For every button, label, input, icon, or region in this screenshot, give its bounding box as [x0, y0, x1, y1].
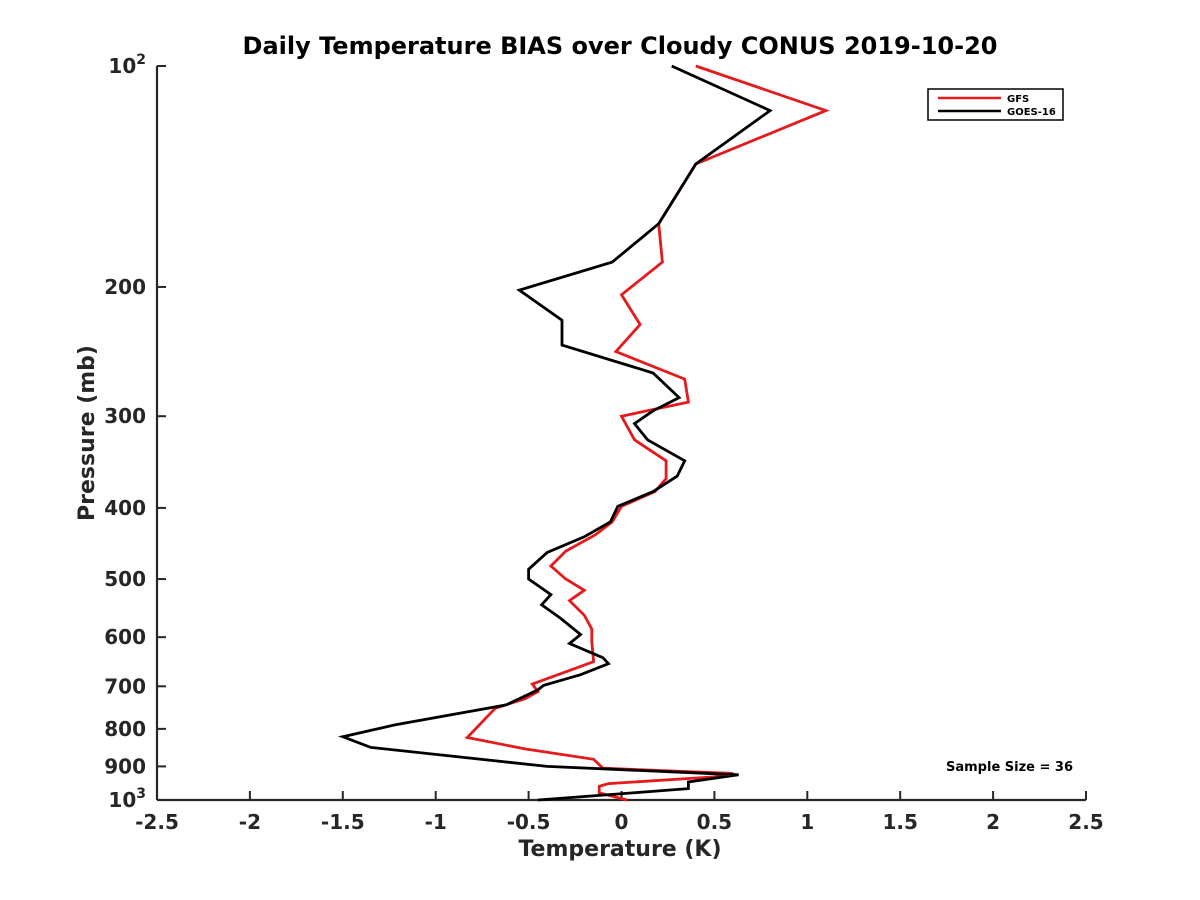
series-layer: [337, 64, 830, 802]
legend-label: GFS: [1007, 94, 1029, 105]
legend: GFS GOES-16: [927, 88, 1064, 121]
x-tick-label: 1: [800, 810, 814, 834]
x-tick-label: 0.5: [697, 810, 732, 834]
series-line-gfs: [464, 64, 830, 802]
y-tick-label: 600: [104, 625, 146, 649]
x-axis-title: Temperature (K): [518, 837, 721, 862]
x-tick-label: -1.5: [321, 810, 365, 834]
series-line-goes-16: [337, 64, 773, 802]
y-tick-label: 700: [104, 674, 146, 698]
x-tick-label: 1.5: [882, 810, 917, 834]
y-tick-label: 300: [104, 404, 146, 428]
x-tick-label: -2: [239, 810, 261, 834]
chart-title: Daily Temperature BIAS over Cloudy CONUS…: [243, 32, 998, 60]
y-tick-label: 200: [104, 275, 146, 299]
y-tick-label: 500: [104, 567, 146, 591]
y-tick-label: 800: [104, 717, 146, 741]
legend-box: [927, 88, 1064, 121]
legend-label: GOES-16: [1007, 107, 1056, 118]
x-tick-label: 2.5: [1068, 810, 1103, 834]
x-tick-label: -1: [425, 810, 447, 834]
y-tick-label: 103: [108, 786, 146, 812]
y-tick-label: 900: [104, 754, 146, 778]
sample-size-note: Sample Size = 36: [946, 760, 1073, 775]
x-tick-label: -0.5: [507, 810, 551, 834]
y-axis-title: Pressure (mb): [75, 345, 100, 521]
x-tick-label: 2: [986, 810, 1000, 834]
x-tick-label: -2.5: [135, 810, 179, 834]
axes: -2.5 -2 -1.5 -1 -0.5 0 0.5 1 1.5 2 2.5 102 200 300 400…: [104, 52, 1103, 834]
x-tick-label: 0: [615, 810, 629, 834]
y-tick-label: 400: [104, 496, 146, 520]
y-tick-label: 102: [108, 52, 146, 78]
